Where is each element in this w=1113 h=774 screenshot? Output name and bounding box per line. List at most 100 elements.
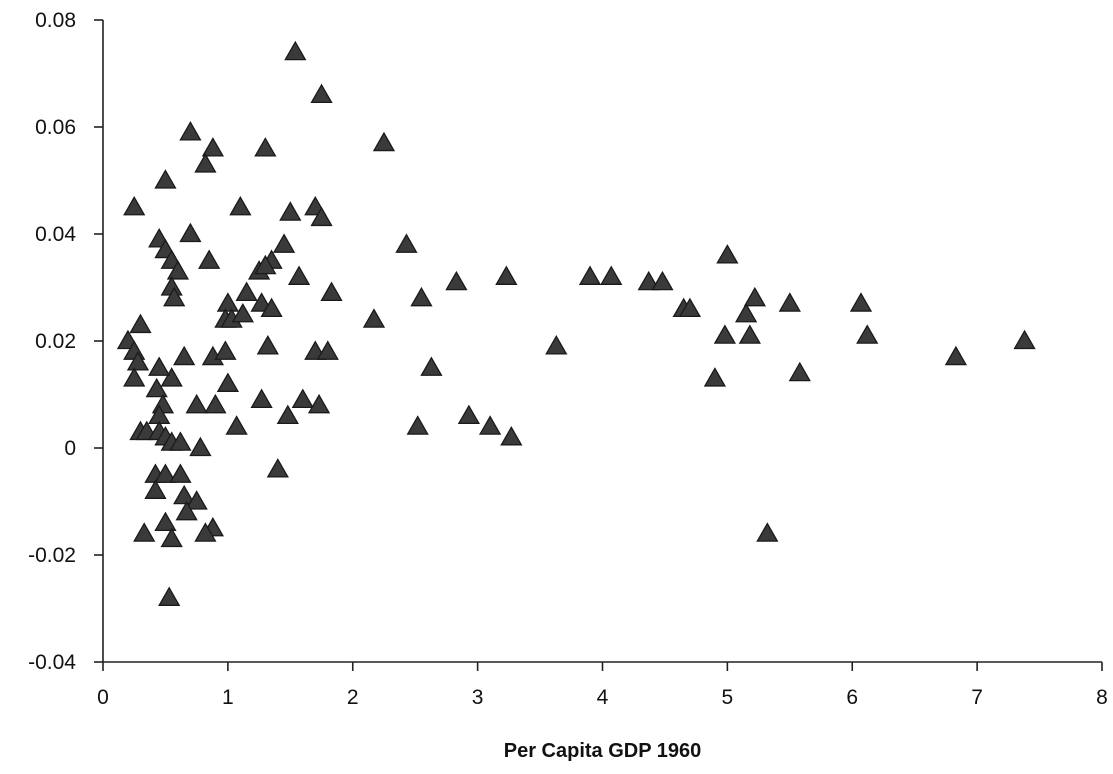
data-point bbox=[235, 281, 258, 302]
data-point bbox=[849, 292, 873, 312]
data-point bbox=[266, 458, 289, 478]
data-point bbox=[173, 345, 196, 366]
data-point bbox=[420, 356, 443, 376]
data-point bbox=[944, 345, 968, 366]
y-axis-ticks: -0.04 -0.02 0 0.02 0.04 0.06 0.08 bbox=[28, 9, 103, 674]
data-point bbox=[204, 393, 227, 414]
data-point bbox=[194, 153, 217, 173]
data-point bbox=[276, 404, 299, 425]
data-point bbox=[713, 324, 736, 344]
data-point bbox=[123, 367, 146, 387]
data-point bbox=[214, 340, 237, 360]
data-point bbox=[198, 249, 221, 269]
data-point bbox=[756, 522, 779, 542]
axes bbox=[102, 20, 1102, 663]
data-point bbox=[738, 324, 761, 344]
x-axis-title: Per Capita GDP 1960 bbox=[504, 740, 702, 762]
data-point bbox=[362, 308, 386, 328]
data-point bbox=[284, 40, 307, 61]
data-point bbox=[145, 377, 168, 398]
x-tick-label: 5 bbox=[722, 686, 734, 709]
x-tick-label: 3 bbox=[472, 686, 484, 709]
data-point bbox=[129, 313, 152, 334]
data-point bbox=[320, 281, 343, 302]
data-point bbox=[163, 286, 186, 307]
data-point bbox=[256, 335, 279, 355]
data-point bbox=[410, 286, 433, 307]
data-point bbox=[160, 367, 183, 387]
data-point bbox=[169, 431, 192, 451]
data-point bbox=[169, 463, 192, 483]
data-point bbox=[201, 137, 225, 157]
y-tick-label: 0.06 bbox=[35, 116, 76, 139]
data-point bbox=[194, 522, 217, 542]
data-point bbox=[154, 169, 177, 189]
data-point bbox=[254, 254, 277, 275]
data-point bbox=[260, 297, 283, 318]
data-point bbox=[151, 393, 175, 414]
data-point bbox=[179, 121, 202, 141]
y-tick-label: 0.04 bbox=[35, 223, 76, 246]
data-point bbox=[395, 233, 418, 253]
data-point bbox=[272, 233, 296, 253]
data-point bbox=[175, 500, 198, 521]
data-points bbox=[116, 40, 1036, 606]
data-point bbox=[229, 195, 252, 216]
data-point bbox=[225, 415, 248, 435]
data-point bbox=[185, 490, 208, 510]
data-point bbox=[457, 404, 481, 425]
data-point bbox=[716, 244, 739, 264]
y-tick-label: 0 bbox=[64, 437, 76, 460]
data-point bbox=[154, 463, 177, 483]
data-point bbox=[148, 356, 171, 376]
data-point bbox=[856, 324, 879, 344]
data-point bbox=[160, 527, 183, 548]
data-point bbox=[703, 367, 727, 387]
x-tick-label: 4 bbox=[597, 686, 609, 709]
data-point bbox=[778, 292, 801, 312]
y-tick-label: -0.04 bbox=[28, 651, 76, 674]
data-point bbox=[788, 361, 811, 382]
data-point bbox=[126, 351, 150, 371]
data-point bbox=[445, 270, 468, 291]
data-point bbox=[287, 265, 311, 285]
data-point bbox=[307, 393, 331, 414]
data-point bbox=[279, 201, 302, 221]
data-point bbox=[600, 265, 623, 285]
data-point bbox=[651, 270, 674, 291]
data-point bbox=[173, 484, 196, 505]
data-point bbox=[123, 195, 146, 216]
data-point bbox=[216, 292, 239, 312]
data-point bbox=[678, 297, 702, 318]
data-point bbox=[158, 586, 181, 606]
y-tick-label: 0.08 bbox=[35, 9, 76, 32]
x-tick-label: 1 bbox=[222, 686, 234, 709]
data-point bbox=[189, 436, 212, 457]
data-point bbox=[216, 372, 239, 392]
data-point bbox=[734, 302, 758, 323]
x-tick-label: 8 bbox=[1096, 686, 1108, 709]
x-tick-label: 2 bbox=[347, 686, 359, 709]
data-point bbox=[231, 302, 254, 323]
data-point bbox=[578, 265, 602, 285]
data-point bbox=[637, 270, 660, 291]
data-point bbox=[254, 137, 277, 157]
data-point bbox=[316, 340, 339, 360]
data-point bbox=[495, 265, 518, 285]
data-point bbox=[310, 206, 333, 227]
x-tick-label: 0 bbox=[97, 686, 109, 709]
data-point bbox=[185, 393, 208, 414]
data-point bbox=[310, 83, 333, 104]
x-axis-ticks: 0 1 2 3 4 5 6 7 8 bbox=[97, 662, 1108, 709]
data-point bbox=[144, 479, 167, 499]
x-tick-label: 7 bbox=[971, 686, 983, 709]
y-tick-label: -0.02 bbox=[28, 544, 76, 567]
data-point bbox=[545, 335, 568, 355]
data-point bbox=[478, 415, 502, 435]
data-point bbox=[372, 131, 396, 152]
data-point bbox=[154, 511, 177, 532]
data-point bbox=[500, 425, 523, 446]
data-point bbox=[250, 388, 273, 409]
data-point bbox=[133, 522, 156, 542]
